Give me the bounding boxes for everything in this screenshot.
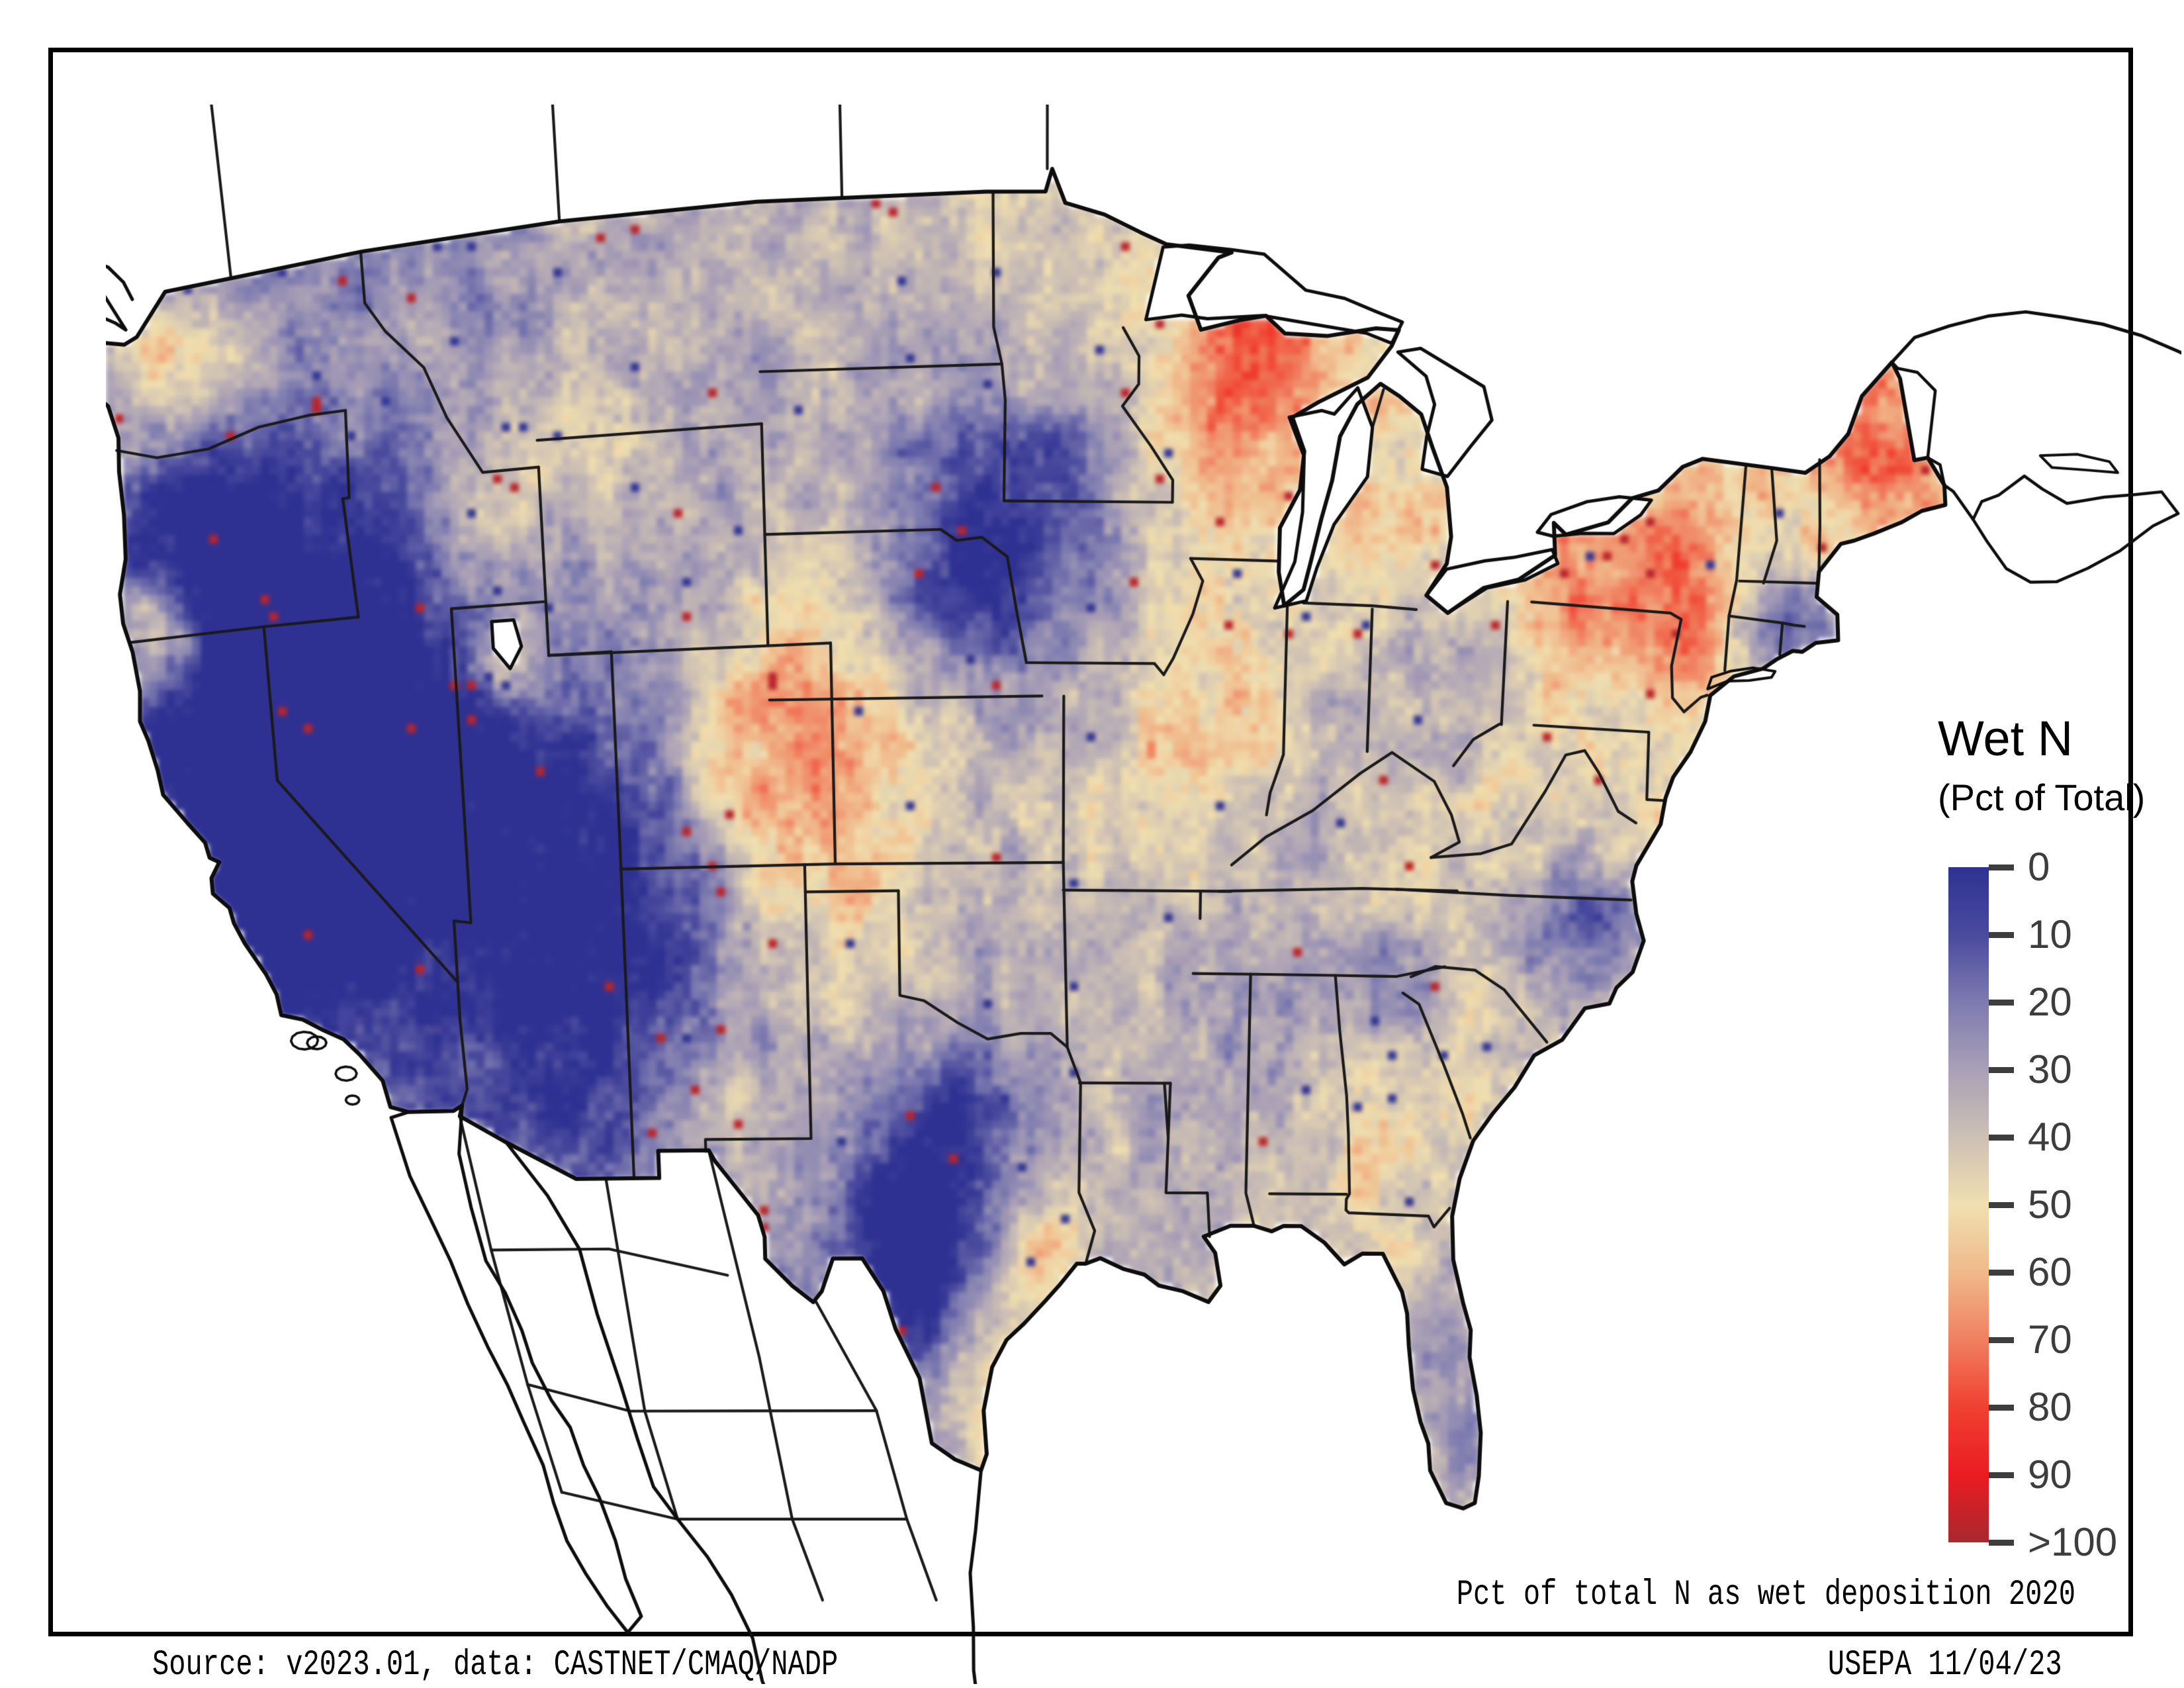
- colorbar-tick: [1989, 1067, 2014, 1073]
- colorbar-tick-label: 80: [2028, 1385, 2072, 1429]
- colorbar-tick: [1989, 1135, 2014, 1141]
- colorbar-tick: [1989, 932, 2014, 938]
- legend-subtitle: (Pct of Total): [1938, 776, 2146, 818]
- colorbar-tick-label: 60: [2028, 1250, 2072, 1294]
- colorbar-tick: [1989, 1337, 2014, 1343]
- colorbar-tick-label: 90: [2028, 1452, 2072, 1497]
- legend-title: Wet N: [1938, 711, 2073, 766]
- colorbar-tick-label: 70: [2028, 1317, 2072, 1362]
- colorbar-tick: [1989, 1202, 2014, 1208]
- colorbar-tick: [1989, 1270, 2014, 1276]
- colorbar: 0 10 20 30 40 50 60 70 80 90 >100: [1948, 847, 2117, 1562]
- colorbar-tick-label: 50: [2028, 1182, 2072, 1227]
- colorbar-tick-label: 30: [2028, 1047, 2072, 1092]
- colorbar-tick: [1989, 1000, 2014, 1006]
- colorbar-tick-label: 0: [2028, 845, 2050, 889]
- colorbar-tick: [1989, 1540, 2014, 1546]
- map-title-caption: Pct of total N as wet deposition 2020: [1456, 1575, 2075, 1615]
- colorbar-tick: [1989, 865, 2014, 870]
- colorbar-tick-label: >100: [2028, 1520, 2118, 1564]
- colorbar-tick-label: 40: [2028, 1115, 2072, 1159]
- colorbar-tick-label: 20: [2028, 980, 2072, 1024]
- map-plot-area: [106, 105, 2181, 1684]
- colorbar-tick: [1989, 1472, 2014, 1478]
- agency-date-caption: USEPA 11/04/23: [1828, 1645, 2062, 1685]
- source-caption: Source: v2023.01, data: CASTNET/CMAQ/NAD…: [152, 1645, 839, 1685]
- colorbar-tick-label: 10: [2028, 912, 2072, 957]
- figure-frame: Wet N (Pct of Total) 0 10 20 30 40 50 60 70 80 90…: [48, 48, 2181, 1684]
- colorbar-legend: Wet N (Pct of Total) 0 10 20 30 40 50 60 70 80 90…: [1880, 714, 2184, 1568]
- colorbar-tick: [1989, 1405, 2014, 1411]
- colorbar-gradient: [1948, 867, 1989, 1542]
- deposition-raster-layer: [106, 105, 2181, 1684]
